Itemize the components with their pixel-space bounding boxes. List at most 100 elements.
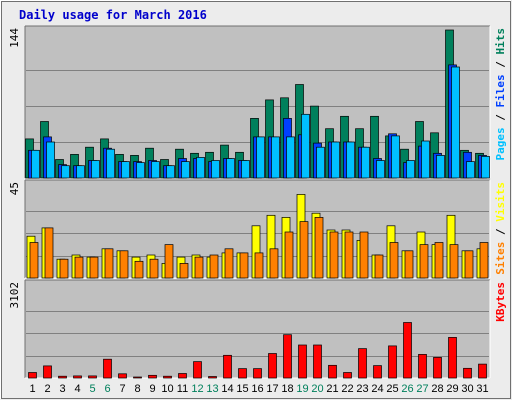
day-label-30: 30 — [461, 383, 473, 395]
day-label-13: 13 — [206, 383, 218, 395]
kbytes-bar-kbytes-day-18 — [283, 334, 292, 379]
hits-bar-pages-day-2 — [46, 141, 55, 179]
day-label-28: 28 — [431, 383, 443, 395]
hits-bar-pages-day-8 — [136, 162, 145, 179]
hits-bar-pages-day-23 — [361, 146, 370, 179]
day-label-3: 3 — [59, 383, 65, 395]
visits-bar-sites-day-23 — [359, 231, 369, 279]
legend-item: Pages — [494, 127, 507, 160]
visits-bar-sites-day-27 — [419, 244, 429, 279]
visits-bar-sites-day-3 — [59, 258, 69, 279]
day-label-15: 15 — [236, 383, 248, 395]
day-label-10: 10 — [161, 383, 173, 395]
hits-bar-pages-day-26 — [406, 160, 415, 179]
day-label-20: 20 — [311, 383, 323, 395]
hits-bar-pages-day-1 — [31, 149, 40, 179]
visits-bar-sites-day-21 — [329, 231, 339, 279]
day-label-14: 14 — [221, 383, 233, 395]
hits-bar-pages-day-17 — [271, 136, 280, 179]
visits-bar-sites-day-20 — [314, 217, 324, 279]
kbytes-bar-kbytes-day-2 — [43, 365, 52, 379]
max-label-kbytes: 3102 — [8, 282, 21, 309]
visits-bar-sites-day-19 — [299, 221, 309, 279]
kbytes-bar-kbytes-day-8 — [133, 376, 142, 379]
hits-bar-pages-day-6 — [106, 148, 115, 179]
hits-bar-pages-day-15 — [241, 160, 250, 179]
day-label-16: 16 — [251, 383, 263, 395]
legend-item: / — [494, 222, 507, 242]
hits-bar-pages-day-22 — [346, 141, 355, 179]
visits-bar-sites-day-29 — [449, 244, 459, 279]
day-label-11: 11 — [177, 383, 188, 395]
visits-bar-sites-day-10 — [164, 244, 174, 279]
visits-bar-sites-day-25 — [389, 242, 399, 279]
hits-bar-pages-day-7 — [121, 161, 130, 179]
kbytes-bar-kbytes-day-16 — [253, 368, 262, 379]
hits-bar-pages-day-18 — [286, 136, 295, 179]
visits-bar-sites-day-7 — [119, 250, 129, 279]
visits-bar-sites-day-26 — [404, 250, 414, 279]
legend-item: KBytes — [494, 282, 507, 322]
panel-hits: 144 Pages / Files / Hits — [8, 25, 507, 179]
visits-bar-sites-day-30 — [464, 250, 474, 279]
visits-bar-sites-day-16 — [254, 252, 264, 279]
hits-bar-pages-day-30 — [466, 161, 475, 179]
visits-bar-sites-day-28 — [434, 242, 444, 279]
visits-bar-sites-day-1 — [29, 242, 39, 279]
hits-bar-pages-day-31 — [481, 156, 490, 179]
kbytes-bar-kbytes-day-29 — [448, 337, 457, 379]
hits-bar-pages-day-13 — [211, 160, 220, 179]
day-label-17: 17 — [266, 383, 278, 395]
hits-bar-pages-day-19 — [301, 113, 310, 179]
day-label-6: 6 — [104, 383, 110, 395]
kbytes-bar-kbytes-day-9 — [148, 374, 157, 379]
visits-bar-sites-day-22 — [344, 231, 354, 279]
kbytes-bar-kbytes-day-21 — [328, 364, 337, 379]
kbytes-bar-kbytes-day-22 — [343, 372, 352, 379]
hits-bar-pages-day-24 — [376, 160, 385, 179]
day-label-26: 26 — [401, 383, 413, 395]
day-label-19: 19 — [296, 383, 308, 395]
hits-bar-pages-day-20 — [316, 146, 325, 179]
visits-bar-sites-day-11 — [179, 263, 189, 279]
day-label-25: 25 — [386, 383, 398, 395]
legend-kbytes: KBytes — [494, 282, 507, 322]
visits-bar-sites-day-15 — [239, 252, 249, 279]
kbytes-bar-kbytes-day-20 — [313, 344, 322, 379]
legend-item: Visits — [494, 182, 507, 222]
hits-bar-pages-day-12 — [196, 157, 205, 179]
kbytes-bar-kbytes-day-28 — [433, 357, 442, 379]
day-label-29: 29 — [446, 383, 458, 395]
hits-bar-pages-day-10 — [166, 165, 175, 179]
day-label-4: 4 — [74, 383, 80, 395]
kbytes-bar-kbytes-day-13 — [208, 376, 217, 379]
kbytes-bar-kbytes-day-17 — [268, 353, 277, 379]
day-label-7: 7 — [119, 383, 125, 395]
visits-bar-sites-day-13 — [209, 254, 219, 279]
visits-bar-sites-day-12 — [194, 256, 204, 279]
hits-bar-pages-day-29 — [451, 66, 460, 179]
chart-title: Daily usage for March 2016 — [19, 8, 207, 22]
day-label-8: 8 — [134, 383, 140, 395]
legend-item: Sites — [494, 242, 507, 275]
day-label-31: 31 — [476, 383, 488, 395]
visits-bar-sites-day-18 — [284, 231, 294, 279]
day-label-9: 9 — [149, 383, 155, 395]
visits-bar-sites-day-9 — [149, 258, 159, 279]
hits-bar-pages-day-25 — [391, 135, 400, 179]
kbytes-bar-kbytes-day-10 — [163, 375, 172, 379]
day-label-21: 21 — [326, 383, 338, 395]
hits-bar-pages-day-14 — [226, 158, 235, 179]
kbytes-bar-kbytes-day-25 — [388, 345, 397, 379]
day-label-1: 1 — [29, 383, 35, 395]
visits-bar-sites-day-2 — [44, 227, 54, 279]
visits-bar-sites-day-5 — [89, 256, 99, 279]
panel-kbytes: 3102 KBytes — [8, 279, 507, 379]
hits-bar-pages-day-11 — [181, 161, 190, 179]
day-label-5: 5 — [89, 383, 95, 395]
kbytes-bar-kbytes-day-6 — [103, 358, 112, 379]
kbytes-bar-kbytes-day-1 — [28, 372, 37, 379]
legend-visits: Sites / Visits — [494, 182, 507, 275]
